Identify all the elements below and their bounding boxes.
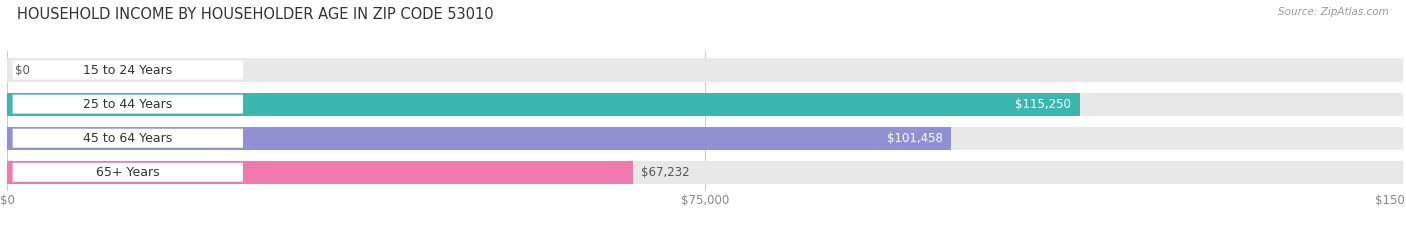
Bar	[7, 58, 1403, 82]
Text: $115,250: $115,250	[1015, 98, 1071, 111]
Bar	[7, 127, 952, 150]
Text: $0: $0	[15, 64, 31, 76]
Bar	[7, 127, 1403, 150]
Bar	[7, 161, 1403, 184]
FancyBboxPatch shape	[13, 95, 243, 114]
Text: HOUSEHOLD INCOME BY HOUSEHOLDER AGE IN ZIP CODE 53010: HOUSEHOLD INCOME BY HOUSEHOLDER AGE IN Z…	[17, 7, 494, 22]
Text: $67,232: $67,232	[641, 166, 690, 179]
Text: $101,458: $101,458	[887, 132, 943, 145]
FancyBboxPatch shape	[13, 129, 243, 148]
Text: 25 to 44 Years: 25 to 44 Years	[83, 98, 173, 111]
FancyBboxPatch shape	[13, 61, 243, 79]
Text: 15 to 24 Years: 15 to 24 Years	[83, 64, 173, 76]
Text: Source: ZipAtlas.com: Source: ZipAtlas.com	[1278, 7, 1389, 17]
Bar	[7, 93, 1080, 116]
Bar	[7, 161, 633, 184]
Text: 65+ Years: 65+ Years	[96, 166, 160, 179]
Bar	[7, 93, 1403, 116]
Text: 45 to 64 Years: 45 to 64 Years	[83, 132, 173, 145]
FancyBboxPatch shape	[13, 163, 243, 182]
